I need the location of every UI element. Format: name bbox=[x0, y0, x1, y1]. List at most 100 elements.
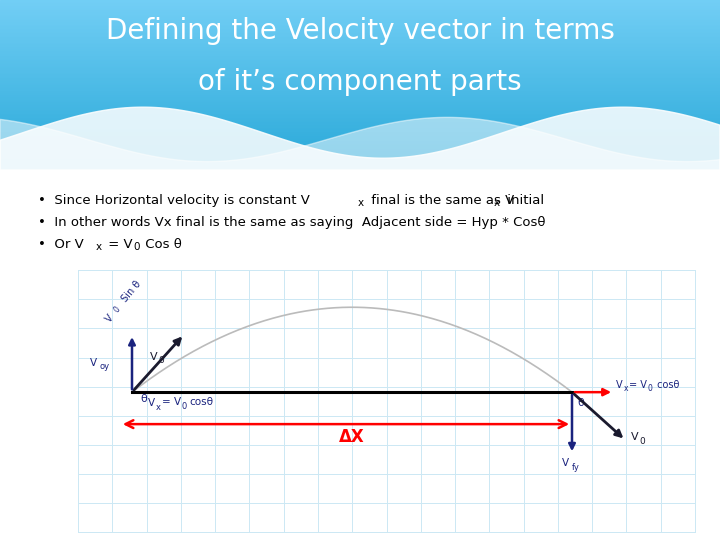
Bar bbox=[0, 92, 720, 93]
Bar bbox=[0, 58, 720, 59]
Bar bbox=[0, 118, 720, 119]
Bar bbox=[0, 79, 720, 81]
Bar bbox=[0, 127, 720, 129]
Bar bbox=[0, 47, 720, 48]
Bar bbox=[0, 39, 720, 41]
Bar bbox=[0, 134, 720, 136]
Bar bbox=[0, 105, 720, 106]
Text: 0: 0 bbox=[112, 305, 122, 314]
Text: V: V bbox=[104, 313, 116, 324]
Bar bbox=[0, 11, 720, 13]
Bar bbox=[0, 25, 720, 27]
Bar bbox=[0, 31, 720, 32]
Text: 0: 0 bbox=[158, 356, 164, 365]
Text: Sin θ: Sin θ bbox=[118, 279, 143, 306]
Bar bbox=[0, 93, 720, 95]
Bar bbox=[0, 61, 720, 62]
Bar bbox=[0, 164, 720, 166]
Text: •  Since Horizontal velocity is constant V: • Since Horizontal velocity is constant … bbox=[38, 194, 310, 207]
Bar bbox=[0, 81, 720, 82]
Bar bbox=[0, 143, 720, 145]
Text: V: V bbox=[90, 358, 97, 368]
Bar bbox=[0, 7, 720, 9]
Bar bbox=[0, 75, 720, 77]
Bar bbox=[0, 34, 720, 36]
Bar bbox=[0, 28, 720, 30]
Bar bbox=[0, 89, 720, 91]
Bar bbox=[0, 20, 720, 21]
Bar bbox=[0, 130, 720, 132]
Bar bbox=[0, 154, 720, 156]
Text: cosθ: cosθ bbox=[654, 380, 680, 390]
Text: V: V bbox=[148, 398, 155, 408]
Bar bbox=[0, 27, 720, 28]
Text: = V: = V bbox=[629, 380, 647, 390]
Bar bbox=[0, 18, 720, 20]
Bar bbox=[0, 59, 720, 61]
Text: = V: = V bbox=[104, 238, 132, 251]
Text: x: x bbox=[156, 403, 161, 412]
Bar bbox=[0, 10, 720, 11]
Bar bbox=[0, 73, 720, 75]
Bar bbox=[0, 36, 720, 37]
Bar bbox=[0, 136, 720, 138]
Bar bbox=[0, 167, 720, 168]
Bar bbox=[0, 37, 720, 38]
Bar bbox=[0, 96, 720, 98]
Text: V: V bbox=[150, 352, 158, 362]
Bar bbox=[0, 54, 720, 55]
Bar bbox=[0, 48, 720, 50]
Text: oy: oy bbox=[100, 362, 110, 371]
Bar bbox=[0, 23, 720, 24]
Bar bbox=[0, 104, 720, 105]
Bar bbox=[0, 107, 720, 109]
Text: x: x bbox=[624, 384, 629, 393]
Bar bbox=[0, 125, 720, 126]
Bar bbox=[0, 161, 720, 163]
Bar bbox=[0, 71, 720, 72]
Bar bbox=[0, 3, 720, 4]
Text: x: x bbox=[96, 242, 102, 252]
Bar bbox=[0, 111, 720, 112]
Bar bbox=[0, 0, 720, 2]
Bar bbox=[0, 38, 720, 40]
Text: initial: initial bbox=[503, 194, 544, 207]
Bar bbox=[0, 115, 720, 116]
Text: of it’s component parts: of it’s component parts bbox=[198, 68, 522, 96]
Bar bbox=[0, 163, 720, 164]
Text: = V: = V bbox=[162, 397, 181, 407]
Text: x: x bbox=[358, 198, 364, 208]
Bar bbox=[0, 100, 720, 102]
Bar bbox=[0, 102, 720, 104]
Text: •  In other words Vx final is the same as saying  Adjacent side = Hyp * Cosθ: • In other words Vx final is the same as… bbox=[38, 216, 546, 229]
Text: 0: 0 bbox=[182, 402, 187, 411]
Bar bbox=[0, 139, 720, 140]
Bar bbox=[0, 150, 720, 152]
Text: Cos θ: Cos θ bbox=[141, 238, 182, 251]
Bar bbox=[0, 120, 720, 122]
Bar bbox=[0, 16, 720, 17]
Bar bbox=[0, 64, 720, 65]
Bar bbox=[0, 86, 720, 88]
Text: θ: θ bbox=[577, 398, 584, 408]
Bar bbox=[0, 82, 720, 84]
Text: cosθ: cosθ bbox=[189, 397, 213, 407]
Bar bbox=[0, 70, 720, 71]
Bar bbox=[0, 9, 720, 10]
Text: ΔX: ΔX bbox=[339, 428, 365, 446]
Text: 0: 0 bbox=[639, 437, 645, 446]
Bar bbox=[0, 51, 720, 52]
Bar bbox=[0, 132, 720, 133]
Text: 0: 0 bbox=[133, 242, 140, 252]
Bar bbox=[0, 41, 720, 43]
Bar bbox=[0, 122, 720, 123]
Bar bbox=[0, 159, 720, 160]
Bar bbox=[0, 85, 720, 86]
Bar bbox=[0, 133, 720, 134]
Bar bbox=[0, 149, 720, 150]
Bar bbox=[0, 50, 720, 51]
Bar bbox=[0, 65, 720, 66]
Bar bbox=[0, 106, 720, 107]
Bar bbox=[0, 123, 720, 125]
Text: 0: 0 bbox=[648, 384, 653, 393]
